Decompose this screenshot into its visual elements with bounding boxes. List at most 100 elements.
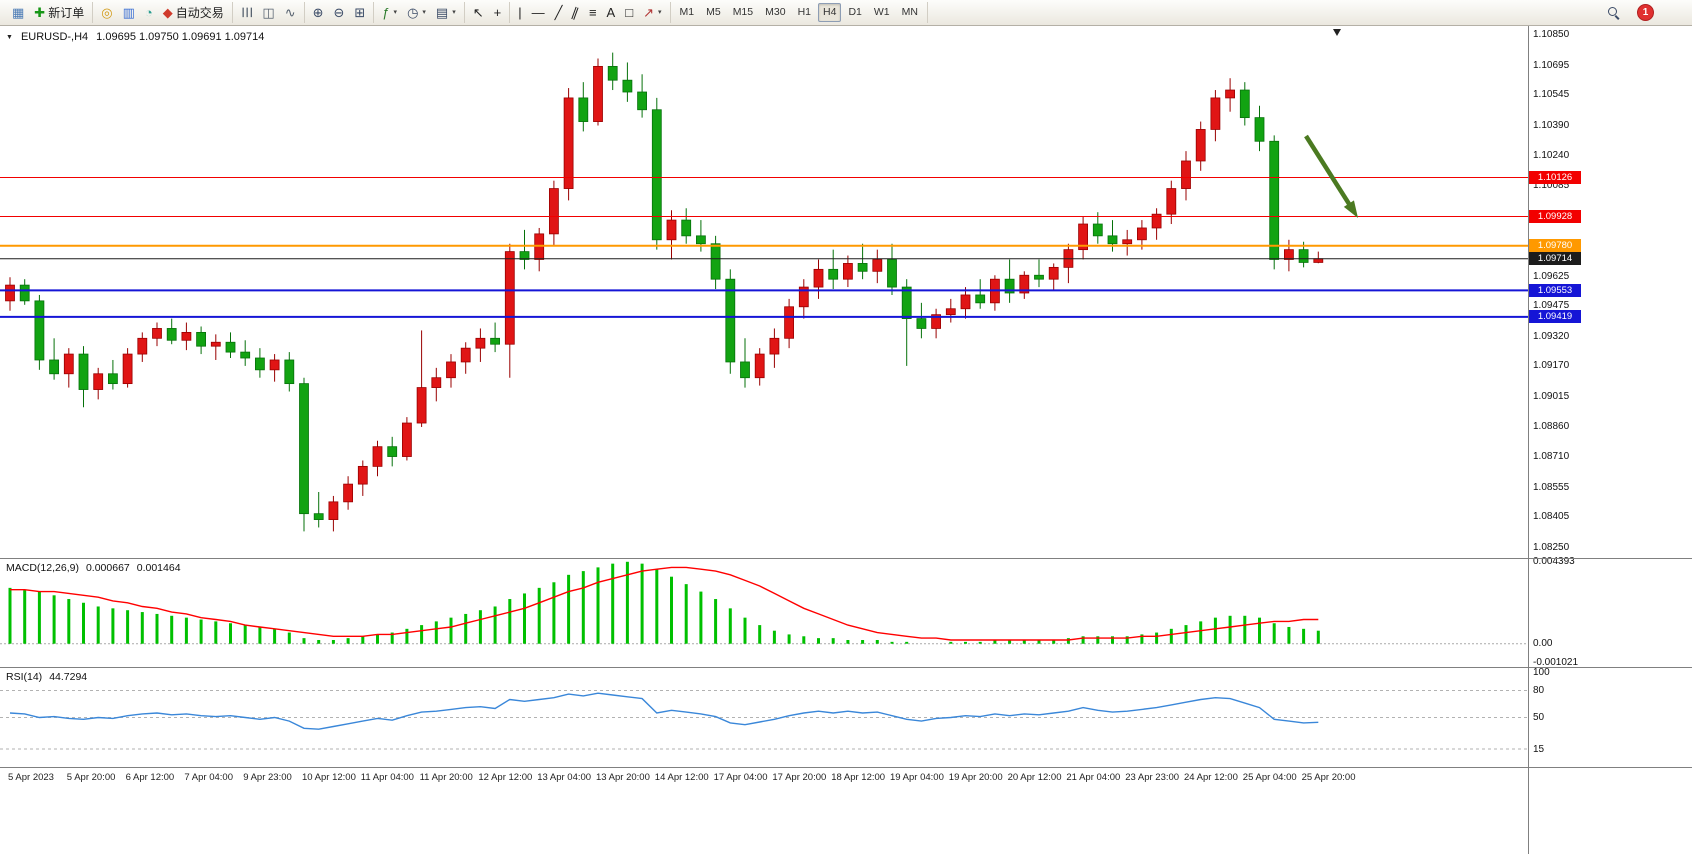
price-level-badge: 1.09553 [1529, 283, 1581, 297]
text-button[interactable]: A [603, 3, 620, 22]
price-tick: 1.08405 [1533, 511, 1570, 523]
chart-window-button[interactable]: ▦ [8, 3, 28, 22]
zoom-out-icon: ⊖ [333, 5, 345, 20]
chevron-down-icon: ▾ [393, 9, 398, 16]
navigator-button[interactable]: ◎ [97, 3, 116, 22]
cursor-icon: ↖ [472, 5, 484, 20]
text-label-button[interactable]: □ [621, 3, 637, 22]
templates-button[interactable]: ▤ ▾ [432, 3, 460, 22]
symbol-name: EURUSD-,H4 [20, 31, 89, 43]
tf-d1-label: D1 [848, 6, 862, 19]
price-tick: 1.09475 [1533, 300, 1570, 312]
time-axis-label: 7 Apr 04:00 [184, 772, 233, 783]
tf-m5-button[interactable]: M5 [701, 3, 726, 22]
time-axis-label: 14 Apr 12:00 [654, 772, 709, 783]
trendline-icon: ╱ [554, 5, 563, 20]
price-level-badge: 1.09928 [1529, 210, 1581, 224]
price-tick: 1.10695 [1533, 59, 1570, 71]
chart-column: ▼ EURUSD-,H4 1.09695 1.09750 1.09691 1.0… [0, 26, 1528, 854]
chevron-down-icon: ▾ [657, 9, 662, 16]
time-axis-label: 18 Apr 12:00 [831, 772, 886, 783]
panel-separator[interactable] [0, 767, 1692, 768]
tf-mn-button[interactable]: MN [897, 3, 923, 22]
zoom-in-icon: ⊕ [312, 5, 324, 20]
templates-icon: ▤ [435, 5, 449, 20]
time-axis-label: 10 Apr 12:00 [302, 772, 356, 783]
time-axis-label: 21 Apr 04:00 [1066, 772, 1121, 783]
autotrading-icon: ◆ [162, 5, 173, 20]
periods-button[interactable]: ◷ ▾ [403, 3, 430, 22]
tf-m30-button[interactable]: M30 [760, 3, 790, 22]
indicators-button[interactable]: ƒ ▾ [378, 3, 401, 22]
price-chart-panel[interactable]: ▼ EURUSD-,H4 1.09695 1.09750 1.09691 1.0… [0, 26, 1528, 558]
rsi-name: RSI(14) [6, 671, 43, 683]
toolbar-group-3: ⊕ ⊖ ⊞ [305, 2, 375, 23]
tf-m15-button[interactable]: M15 [728, 3, 758, 22]
time-axis-label: 6 Apr 12:00 [125, 772, 175, 783]
macd-axis-tick: -0.001021 [1533, 657, 1579, 669]
trendline-button[interactable]: ╱ [551, 3, 567, 22]
rsi-value: 44.7294 [49, 671, 88, 683]
vline-icon: | [518, 5, 522, 20]
market-watch-button[interactable]: ▥ [119, 3, 139, 22]
macd-signal-value: 0.001464 [136, 562, 181, 574]
new-order-label: 新订单 [48, 5, 85, 20]
time-axis: 5 Apr 2023 5 Apr 20:00 6 Apr 12:00 7 Apr 04… [0, 768, 1528, 788]
crosshair-button[interactable]: + [490, 3, 506, 22]
equidistant-channel-button[interactable]: ∥ [568, 3, 583, 22]
price-tick: 1.08860 [1533, 421, 1570, 433]
tile-windows-button[interactable]: ⊞ [350, 3, 369, 22]
main-toolbar: ▦ ✚ 新订单 ◎ ▥ ◔ ◆ 自动交易 ☰ ◫ ∿ ⊕ ⊖ ⊞ ƒ ▾ ◷ ▾ ▤ ▾ ↖ + | — ╱ ∥ ≡ A □ ↗ ▾ M1 M5… [0, 0, 1692, 26]
chart-symbol-label: ▼ EURUSD-,H4 1.09695 1.09750 1.09691 1.0… [6, 31, 264, 43]
price-chart[interactable] [0, 26, 1528, 558]
time-axis-label: 13 Apr 20:00 [596, 772, 650, 783]
tf-h4-button[interactable]: H4 [818, 3, 842, 22]
tf-h1-button[interactable]: H1 [793, 3, 816, 22]
cursor-button[interactable]: ↖ [469, 3, 488, 22]
search-button[interactable] [1603, 3, 1624, 22]
hline-icon: — [531, 5, 545, 20]
chevron-down-icon: ▾ [452, 9, 456, 16]
tf-m1-button[interactable]: M1 [675, 3, 700, 22]
tf-w1-button[interactable]: W1 [869, 3, 895, 22]
autotrading-label: 自动交易 [175, 5, 224, 20]
horizontal-line-button[interactable]: — [528, 3, 549, 22]
vertical-line-button[interactable]: | [514, 3, 525, 22]
panel-separator[interactable] [0, 667, 1692, 668]
chart-candles-button[interactable]: ◫ [258, 3, 278, 22]
rsi-axis-tick: 100 [1533, 667, 1550, 678]
price-level-badge: 1.09780 [1529, 239, 1581, 253]
autotrading-button[interactable]: ◆ 自动交易 [159, 3, 228, 22]
time-axis-label: 11 Apr 20:00 [419, 772, 473, 783]
arrows-button[interactable]: ↗ ▾ [639, 3, 665, 22]
toolbar-group-6: | — ╱ ∥ ≡ A □ ↗ ▾ [510, 2, 671, 23]
zoom-out-button[interactable]: ⊖ [330, 3, 349, 22]
data-window-button[interactable]: ◔ [141, 3, 157, 22]
rsi-chart[interactable] [0, 668, 1528, 767]
price-tick: 1.09015 [1533, 390, 1570, 402]
chart-line-icon: ∿ [284, 5, 296, 20]
channel-icon: ∥ [570, 4, 582, 21]
tf-mn-label: MN [901, 6, 918, 19]
panel-separator[interactable] [0, 558, 1692, 559]
zoom-in-button[interactable]: ⊕ [309, 3, 328, 22]
macd-chart[interactable] [0, 559, 1528, 667]
fibonacci-button[interactable]: ≡ [585, 3, 601, 22]
chart-bars-icon: ☰ [239, 6, 255, 19]
time-axis-label: 11 Apr 04:00 [360, 772, 414, 783]
tf-h1-label: H1 [797, 6, 811, 19]
macd-panel[interactable]: MACD(12,26,9) 0.000667 0.001464 [0, 559, 1528, 667]
time-axis-label: 20 Apr 12:00 [1007, 772, 1062, 783]
new-order-button[interactable]: ✚ 新订单 [30, 3, 88, 22]
chart-line-button[interactable]: ∿ [281, 3, 300, 22]
rsi-panel[interactable]: RSI(14) 44.7294 [0, 668, 1528, 767]
tf-d1-button[interactable]: D1 [843, 3, 866, 22]
price-axis[interactable]: 1.10850 1.10695 1.10545 1.10390 1.10240 1.100… [1528, 26, 1692, 854]
market-watch-icon: ▥ [122, 5, 135, 20]
price-tick: 1.10850 [1533, 29, 1570, 41]
chevron-down-icon: ▾ [422, 9, 426, 16]
notification-badge[interactable]: 1 [1637, 4, 1654, 21]
chart-bars-button[interactable]: ☰ [237, 3, 257, 22]
price-tick: 1.08555 [1533, 481, 1570, 493]
time-axis-label: 12 Apr 12:00 [478, 772, 533, 783]
